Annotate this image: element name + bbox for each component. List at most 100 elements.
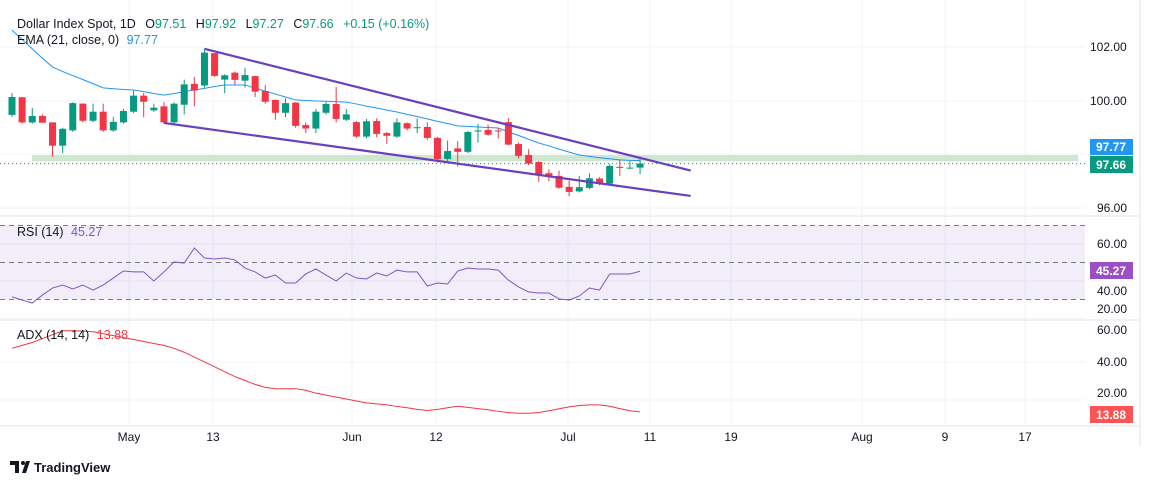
high-label: H — [196, 17, 205, 31]
candle — [211, 52, 219, 77]
candle-body — [271, 99, 279, 113]
candle-body — [545, 173, 553, 176]
candle — [261, 84, 269, 104]
candle-body — [49, 122, 57, 146]
candle-body — [342, 114, 350, 120]
candle-body — [28, 115, 36, 123]
candle — [525, 149, 533, 166]
adx-legend-label: ADX (14, 14) — [17, 328, 89, 342]
rsi-axis-label: 60.00 — [1097, 237, 1127, 251]
last-price-tag-text: 97.66 — [1096, 158, 1126, 172]
lower-trendline[interactable] — [163, 121, 691, 198]
rsi-legend[interactable]: RSI (14) 45.27 — [17, 225, 102, 239]
candle-body — [474, 130, 482, 132]
candle-body — [494, 130, 502, 132]
candle — [535, 161, 543, 182]
candle-body — [423, 126, 431, 138]
candle-body — [596, 178, 604, 184]
candle-body — [261, 91, 269, 102]
symbol-title: Dollar Index Spot, 1D — [17, 17, 136, 31]
candle-body — [160, 106, 168, 123]
adx-legend[interactable]: ADX (14, 14) 13.88 — [17, 328, 128, 342]
candle — [8, 92, 16, 118]
candle-body — [504, 122, 512, 145]
candle — [403, 122, 411, 131]
candle — [413, 118, 421, 134]
adx-value-tag — [1090, 406, 1133, 423]
candle — [160, 102, 168, 124]
candle — [89, 103, 97, 123]
candle — [69, 102, 77, 132]
candle — [626, 161, 634, 170]
tradingview-logo[interactable]: TradingView — [10, 460, 111, 475]
rsi-value-tag — [1090, 262, 1133, 279]
candle — [140, 92, 148, 118]
adx-line — [11, 330, 641, 414]
candle — [251, 75, 259, 97]
candle-body — [626, 167, 634, 169]
candle — [352, 121, 360, 138]
candle-body — [585, 178, 593, 188]
candle — [79, 103, 87, 123]
candle-body — [79, 103, 87, 121]
rsi-legend-label: RSI (14) — [17, 225, 64, 239]
price-axis-label: 96.00 — [1097, 201, 1127, 215]
candle-body — [251, 76, 259, 92]
candle-body — [241, 75, 249, 81]
candle — [474, 123, 482, 143]
candle-body — [352, 122, 360, 137]
candle-body — [130, 95, 138, 112]
time-axis-label: Aug — [851, 430, 872, 444]
rsi-legend-value: 45.27 — [71, 225, 102, 239]
candle — [312, 109, 320, 134]
candle — [423, 122, 431, 140]
candle-body — [38, 115, 46, 123]
candle — [363, 118, 371, 139]
ema-legend-value: 97.77 — [127, 33, 158, 47]
candle-body — [433, 137, 441, 160]
candle — [616, 159, 624, 176]
candle-body — [575, 187, 583, 192]
candle — [130, 90, 138, 114]
candle-body — [454, 148, 462, 152]
candle-body — [363, 121, 371, 137]
candle-body — [8, 96, 16, 115]
candle — [28, 107, 36, 124]
candle-body — [332, 103, 340, 119]
candle-body — [444, 151, 452, 160]
candle — [383, 131, 391, 144]
candle — [494, 127, 502, 139]
time-axis[interactable]: May 13 Jun 12 Jul 11 19 Aug 9 17 — [118, 430, 1032, 444]
candle-body — [18, 97, 26, 123]
candle — [444, 140, 452, 162]
candle — [504, 118, 512, 146]
time-axis-label: 19 — [724, 430, 738, 444]
candle-body — [89, 111, 97, 121]
tradingview-logo-icon — [10, 461, 30, 473]
ema-price-tag-text: 97.77 — [1096, 140, 1126, 154]
ema-legend[interactable]: EMA (21, close, 0) 97.77 — [17, 33, 158, 47]
low-value: 97.27 — [253, 17, 284, 31]
candle-body — [525, 155, 533, 164]
candle-body — [170, 103, 178, 123]
candle — [373, 118, 381, 138]
upper-trendline[interactable] — [204, 47, 691, 172]
candle-body — [180, 84, 188, 105]
candle-body — [99, 111, 107, 131]
time-axis-label: May — [118, 430, 141, 444]
candle — [606, 163, 614, 185]
candle-body — [200, 52, 208, 86]
candle-body — [109, 121, 117, 131]
adx-axis-label: 40.00 — [1097, 355, 1127, 369]
open-value: 97.51 — [155, 17, 186, 31]
candle — [241, 68, 249, 88]
candle-body — [69, 103, 77, 131]
candle — [231, 71, 239, 85]
candle — [119, 109, 127, 124]
candle-body — [393, 122, 401, 137]
symbol-legend[interactable]: Dollar Index Spot, 1D O97.51 H97.92 L97.… — [17, 17, 429, 31]
candle-body — [515, 144, 522, 156]
candle-body — [190, 83, 198, 91]
